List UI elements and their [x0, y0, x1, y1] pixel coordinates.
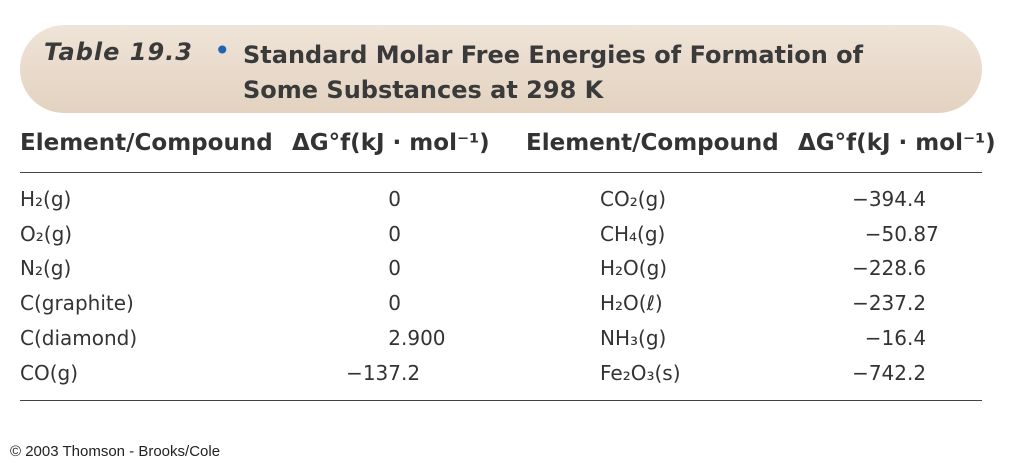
copyright: © 2003 Thomson - Brooks/Cole [10, 443, 221, 460]
substance: CO(g) [20, 361, 79, 385]
free-energy: 0 [388, 256, 401, 280]
substance: O₂(g) [20, 222, 73, 246]
title-banner [20, 25, 982, 113]
substance: H₂O(ℓ) [600, 291, 663, 315]
free-energy: 0 [388, 187, 401, 211]
substance: H₂(g) [20, 187, 72, 211]
substance: CO₂(g) [600, 187, 667, 211]
free-energy: −16.4 [864, 326, 927, 350]
free-energy: −237.2 [852, 291, 927, 315]
free-energy: 2.900 [388, 326, 446, 350]
column-header: Element/Compound [526, 130, 779, 156]
free-energy: −742.2 [852, 361, 927, 385]
free-energy: −394.4 [852, 187, 927, 211]
header-rule [20, 172, 982, 173]
free-energy: −50.87 [864, 222, 939, 246]
free-energy: 0 [388, 222, 401, 246]
substance: NH₃(g) [600, 326, 667, 350]
table-label: Table 19.3 [44, 38, 193, 66]
table-title: Standard Molar Free Energies of Formatio… [243, 41, 864, 104]
bullet: • [214, 34, 231, 67]
column-header: ΔG°f(kJ · mol⁻¹) [292, 130, 490, 156]
substance: C(graphite) [20, 291, 134, 315]
column-header: ΔG°f(kJ · mol⁻¹) [798, 130, 996, 156]
bottom-rule [20, 400, 982, 401]
substance: C(diamond) [20, 326, 138, 350]
free-energy: 0 [388, 291, 401, 315]
substance: N₂(g) [20, 256, 72, 280]
free-energy: −137.2 [346, 361, 421, 385]
substance: H₂O(g) [600, 256, 668, 280]
substance: Fe₂O₃(s) [600, 361, 681, 385]
column-header: Element/Compound [20, 130, 273, 156]
free-energy: −228.6 [852, 256, 927, 280]
substance: CH₄(g) [600, 222, 666, 246]
